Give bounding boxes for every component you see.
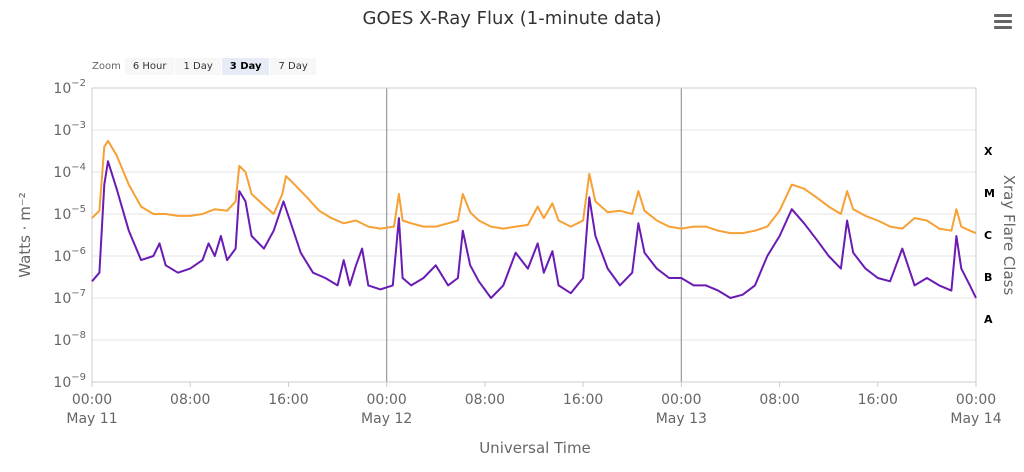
x-tick-time: 08:00 bbox=[170, 392, 210, 408]
flare-class-x: X bbox=[984, 145, 993, 158]
y-tick-label: 10−5 bbox=[53, 204, 86, 223]
chart-title: GOES X-Ray Flux (1-minute data) bbox=[362, 8, 662, 29]
x-tick-time: 08:00 bbox=[759, 392, 799, 408]
zoom-6-hour-button[interactable]: 6 Hour bbox=[124, 57, 175, 75]
flare-class-b: B bbox=[984, 271, 992, 284]
x-tick-time: 16:00 bbox=[858, 392, 898, 408]
x-tick-time: 00:00 bbox=[661, 392, 701, 408]
x-tick-time: 16:00 bbox=[268, 392, 308, 408]
plot-border bbox=[91, 87, 977, 383]
y-tick-exponent: −8 bbox=[71, 330, 86, 341]
hamburger-menu-icon[interactable] bbox=[994, 14, 1012, 30]
y-axis-title: Watts · m⁻² bbox=[16, 192, 34, 278]
zoom-1-day-button[interactable]: 1 Day bbox=[175, 57, 221, 75]
zoom-label: Zoom bbox=[92, 60, 121, 72]
y-tick-base: 10 bbox=[53, 81, 71, 97]
y-axis-ticks: 10−910−810−710−610−510−410−310−2 bbox=[53, 78, 86, 391]
y-tick-label: 10−6 bbox=[53, 246, 86, 265]
y-tick-label: 10−4 bbox=[53, 162, 86, 181]
y-tick-label: 10−9 bbox=[53, 372, 86, 391]
y-tick-label: 10−7 bbox=[53, 288, 86, 307]
x-axis-ticks: 00:00 May 11 08:00 16:00 00:00 May 12 08:00 16:… bbox=[66, 382, 1002, 427]
y-tick-exponent: −2 bbox=[71, 78, 86, 89]
x-axis-title: Universal Time bbox=[479, 439, 591, 457]
y-tick-base: 10 bbox=[53, 333, 71, 349]
y-tick-base: 10 bbox=[53, 291, 71, 307]
day-separator-lines bbox=[386, 88, 682, 382]
x-tick-time: 08:00 bbox=[465, 392, 505, 408]
y-tick-base: 10 bbox=[53, 249, 71, 265]
y-tick-exponent: −7 bbox=[71, 288, 86, 299]
grid-lines bbox=[92, 87, 976, 383]
y-tick-label: 10−2 bbox=[53, 78, 86, 97]
y-tick-base: 10 bbox=[53, 207, 71, 223]
flare-class-c: C bbox=[984, 229, 992, 242]
flare-class-a: A bbox=[984, 313, 993, 326]
x-tick-date: May 13 bbox=[656, 411, 707, 427]
x-tick-time: 00:00 bbox=[956, 392, 996, 408]
y-tick-label: 10−8 bbox=[53, 330, 86, 349]
flare-class-labels: X M C B A bbox=[984, 145, 995, 326]
zoom-3-day-button[interactable]: 3 Day bbox=[221, 57, 270, 75]
y-tick-exponent: −4 bbox=[71, 162, 86, 173]
series-line-short-wavelength bbox=[91, 160, 977, 299]
x-tick-time: 16:00 bbox=[563, 392, 603, 408]
y-tick-base: 10 bbox=[53, 375, 71, 391]
x-tick-date: May 14 bbox=[950, 411, 1001, 427]
y-tick-exponent: −6 bbox=[71, 246, 86, 257]
flare-class-m: M bbox=[984, 187, 995, 200]
y-tick-exponent: −3 bbox=[71, 120, 86, 131]
secondary-axis-title: Xray Flare Class bbox=[1000, 175, 1018, 296]
y-tick-label: 10−3 bbox=[53, 120, 86, 139]
zoom-7-day-button[interactable]: 7 Day bbox=[270, 57, 316, 75]
x-tick-time: 00:00 bbox=[366, 392, 406, 408]
y-tick-base: 10 bbox=[53, 123, 71, 139]
x-tick-date: May 11 bbox=[66, 411, 117, 427]
zoom-selector: Zoom 6 Hour 1 Day 3 Day 7 Day bbox=[92, 56, 317, 76]
series-line-long-wavelength bbox=[91, 139, 977, 235]
y-tick-exponent: −5 bbox=[71, 204, 86, 215]
series-layer bbox=[91, 139, 977, 299]
y-tick-base: 10 bbox=[53, 165, 71, 181]
x-tick-date: May 12 bbox=[361, 411, 412, 427]
x-tick-time: 00:00 bbox=[72, 392, 112, 408]
y-tick-exponent: −9 bbox=[71, 372, 86, 383]
